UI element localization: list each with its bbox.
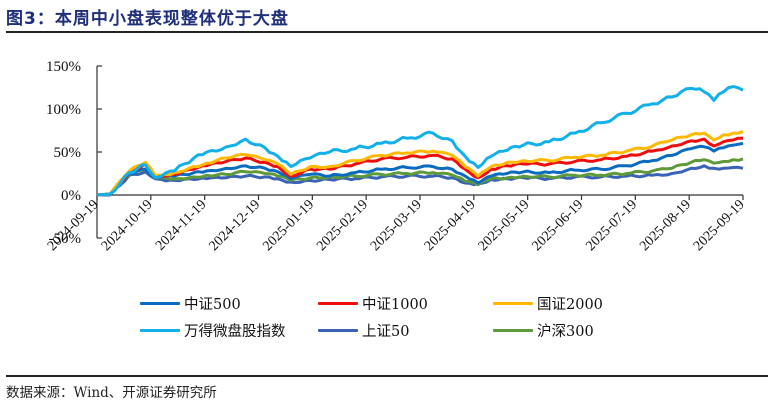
figure-title: 图3：本周中小盘表现整体优于大盘 <box>6 9 289 29</box>
x-tick-label: 2024-10-19 <box>99 197 156 254</box>
legend-item-wind-microcap: 万得微盘股指数 <box>140 320 286 341</box>
x-tick-label: 2025-08-19 <box>637 197 694 254</box>
legend-label: 上证50 <box>362 324 410 340</box>
chart-lines <box>96 85 744 197</box>
series-line <box>96 85 744 197</box>
footer-divider <box>6 375 768 377</box>
legend-label: 中证1000 <box>362 297 428 313</box>
y-tick-label: -50% <box>49 231 82 247</box>
legend-item-sse50: 上证50 <box>318 320 409 341</box>
x-tick-label: 2025-03-19 <box>368 197 425 254</box>
data-source-note: 数据来源：Wind、开源证券研究所 <box>6 385 217 401</box>
legend-swatch-wind-microcap <box>140 329 180 332</box>
legend-item-csi300: 沪深300 <box>493 320 594 341</box>
x-tick-label: 2025-05-19 <box>476 197 533 254</box>
y-tick-label: 0% <box>61 188 81 204</box>
x-axis: 2024-09-192024-10-192024-11-192024-12-19… <box>45 194 748 254</box>
y-tick-label: 50% <box>54 145 82 161</box>
x-tick-label: 2024-11-19 <box>153 197 209 253</box>
legend-label: 沪深300 <box>537 324 594 340</box>
x-tick-label: 2025-07-19 <box>583 197 640 254</box>
y-tick-label: 100% <box>46 102 81 118</box>
x-tick-label: 2025-09-19 <box>691 197 748 254</box>
y-axis: 150% 100% 50% 0% -50% <box>46 59 102 247</box>
legend-swatch-cnindex2000 <box>493 302 533 305</box>
series-line <box>97 164 744 197</box>
series-line <box>96 157 744 197</box>
legend-swatch-sse50 <box>318 329 358 332</box>
legend-label: 中证500 <box>184 297 241 313</box>
legend-swatch-csi1000 <box>318 302 358 305</box>
x-tick-label: 2025-01-19 <box>260 197 317 254</box>
title-divider <box>6 31 768 33</box>
x-tick-label: 2025-06-19 <box>530 197 587 254</box>
series-line <box>96 130 744 197</box>
x-tick-label: 2025-04-19 <box>422 197 479 254</box>
x-tick-label: 2025-02-19 <box>314 197 371 254</box>
y-tick-label: 150% <box>46 59 81 75</box>
legend-swatch-csi300 <box>493 329 533 332</box>
legend-label: 国证2000 <box>537 297 603 313</box>
legend-item-cnindex2000: 国证2000 <box>493 293 603 314</box>
legend-label: 万得微盘股指数 <box>184 324 286 340</box>
legend-swatch-csi500 <box>140 302 180 305</box>
legend-item-csi500: 中证500 <box>140 293 241 314</box>
x-tick-label: 2024-12-19 <box>207 197 264 254</box>
legend-item-csi1000: 中证1000 <box>318 293 428 314</box>
series-line <box>96 141 744 197</box>
series-line <box>96 136 743 197</box>
